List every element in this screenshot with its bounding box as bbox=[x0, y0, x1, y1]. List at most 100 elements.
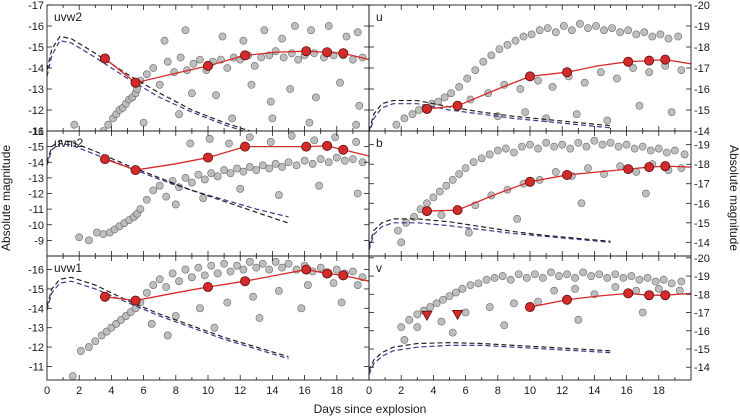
data-point bbox=[337, 298, 346, 307]
panel-label: uvw2 bbox=[54, 10, 82, 24]
data-point bbox=[440, 93, 449, 102]
highlight-point bbox=[421, 103, 432, 114]
highlight-point bbox=[338, 270, 349, 281]
data-point bbox=[447, 89, 456, 98]
data-point bbox=[155, 181, 164, 190]
y-tick-label: -15 bbox=[28, 42, 44, 54]
data-point bbox=[400, 335, 409, 344]
y-axis-label-right: Absolute magnitude bbox=[727, 145, 740, 251]
highlight-point bbox=[301, 46, 312, 57]
data-point bbox=[547, 268, 555, 277]
data-point bbox=[99, 230, 108, 239]
fit-curve bbox=[426, 165, 691, 212]
data-point bbox=[139, 118, 148, 127]
data-point bbox=[239, 265, 248, 274]
x-tick-label: 6 bbox=[141, 385, 147, 397]
data-point bbox=[510, 148, 518, 157]
data-point bbox=[603, 116, 612, 125]
data-point bbox=[149, 64, 158, 72]
data-point bbox=[640, 28, 649, 37]
data-point bbox=[514, 270, 523, 279]
y-tick-label: -17 bbox=[694, 179, 710, 191]
data-point bbox=[194, 170, 203, 179]
highlight-point bbox=[660, 290, 671, 301]
data-point bbox=[187, 89, 196, 98]
data-point bbox=[353, 189, 362, 198]
data-point bbox=[680, 150, 689, 159]
data-point bbox=[619, 273, 628, 282]
data-point bbox=[516, 85, 525, 93]
data-point bbox=[223, 298, 232, 307]
data-point bbox=[239, 167, 248, 176]
data-point bbox=[163, 57, 172, 66]
data-point bbox=[485, 303, 494, 311]
data-point bbox=[437, 317, 446, 326]
data-point bbox=[490, 273, 499, 282]
y-tick-label: -11 bbox=[29, 361, 44, 373]
data-point bbox=[521, 108, 530, 116]
data-point bbox=[506, 275, 515, 284]
y-tick-label: -11 bbox=[29, 204, 44, 216]
x-tick-label: 16 bbox=[620, 385, 632, 397]
data-point bbox=[572, 110, 581, 119]
highlight-point bbox=[452, 205, 463, 216]
data-point bbox=[442, 181, 451, 190]
data-point bbox=[667, 108, 676, 116]
model-curve-2 bbox=[369, 342, 611, 372]
data-point bbox=[638, 308, 647, 317]
data-point bbox=[271, 159, 280, 168]
y-tick-label: -14 bbox=[28, 303, 44, 315]
data-point bbox=[458, 284, 467, 293]
data-point bbox=[469, 158, 478, 167]
data-point bbox=[265, 164, 274, 173]
data-point bbox=[186, 139, 195, 148]
x-tick-label: 8 bbox=[173, 385, 179, 397]
y-tick-label: -19 bbox=[694, 21, 710, 33]
data-point bbox=[622, 140, 631, 149]
highlight-point bbox=[644, 55, 655, 66]
model-curve-2 bbox=[47, 35, 252, 131]
data-point bbox=[245, 163, 254, 171]
data-point bbox=[70, 120, 79, 129]
y-tick-label: -20 bbox=[694, 253, 710, 265]
x-tick-label: 10 bbox=[202, 385, 214, 397]
data-point bbox=[645, 68, 654, 77]
data-point bbox=[677, 66, 686, 74]
data-point bbox=[501, 144, 510, 153]
highlight-point bbox=[322, 47, 333, 58]
panel-grid: -17 -16 -15 -14 -13 -12 -11 uvw2 -20 -19 -18 -17 -16… bbox=[28, 0, 710, 397]
data-point bbox=[434, 97, 443, 106]
data-point bbox=[303, 281, 312, 289]
model-curve-1 bbox=[369, 103, 611, 131]
data-point bbox=[624, 26, 633, 35]
data-point bbox=[181, 26, 190, 35]
data-point bbox=[423, 199, 431, 208]
data-point bbox=[555, 272, 563, 280]
data-point bbox=[305, 118, 314, 127]
data-point bbox=[455, 83, 464, 91]
data-point bbox=[608, 24, 617, 32]
plot-area bbox=[47, 22, 369, 131]
data-point bbox=[258, 161, 267, 170]
data-point bbox=[331, 133, 340, 142]
x-tick-label: 14 bbox=[266, 385, 278, 397]
data-point bbox=[580, 78, 589, 87]
data-point bbox=[274, 191, 283, 199]
data-point bbox=[400, 114, 409, 123]
highlight-point bbox=[202, 281, 213, 292]
highlight-point bbox=[562, 294, 573, 305]
panel-label: u bbox=[376, 10, 383, 24]
y-tick-label: -15 bbox=[28, 142, 44, 154]
data-point bbox=[627, 272, 636, 280]
y-tick-label: -19 bbox=[694, 140, 710, 152]
y-tick-label: -16 bbox=[28, 265, 44, 277]
data-point bbox=[474, 279, 483, 288]
data-point bbox=[271, 257, 280, 266]
x-tick-label: 16 bbox=[298, 385, 310, 397]
model-curve-2 bbox=[369, 218, 611, 247]
data-point bbox=[213, 172, 222, 181]
data-point bbox=[245, 257, 254, 266]
highlight-point bbox=[99, 53, 110, 64]
panel-v: 0 2 4 6 8 10 12 14 16 18 -20 -19 -18 -17 -16 -15 -14 v bbox=[366, 253, 710, 397]
data-point bbox=[340, 156, 349, 165]
